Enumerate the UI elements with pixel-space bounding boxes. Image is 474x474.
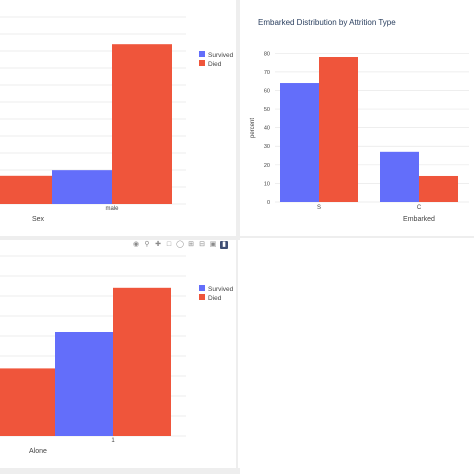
y-tick-label: 50 bbox=[264, 107, 270, 113]
lasso-icon[interactable]: ◯ bbox=[176, 241, 184, 248]
y-tick-label: 20 bbox=[264, 163, 270, 169]
legend-label-died: Died bbox=[208, 61, 222, 68]
bar-died-female[interactable] bbox=[0, 175, 59, 204]
legend-label-died: Died bbox=[208, 295, 222, 302]
plotly-logo-icon[interactable]: ▮ bbox=[220, 241, 228, 249]
panel-divider-vertical bbox=[236, 0, 240, 236]
zoom-icon[interactable]: ⚲ bbox=[144, 241, 150, 248]
legend-swatch-survived bbox=[199, 51, 205, 57]
y-tick-label: 40 bbox=[264, 126, 270, 132]
panel-divider-vertical-bottom bbox=[236, 240, 238, 474]
bar-died-male[interactable] bbox=[112, 44, 172, 205]
chart-legend[interactable]: Survived Died bbox=[199, 285, 234, 302]
y-tick-label: 0 bbox=[267, 200, 270, 206]
bar-died-c[interactable] bbox=[419, 175, 458, 202]
plot-area bbox=[275, 52, 469, 203]
y-axis-title: percent bbox=[250, 118, 256, 138]
legend-label-survived: Survived bbox=[208, 286, 234, 293]
autoscale-icon[interactable]: ▣ bbox=[209, 241, 217, 248]
bar-survived-c[interactable] bbox=[380, 151, 419, 202]
y-tick-label: 80 bbox=[264, 51, 270, 57]
pan-icon[interactable]: ✚ bbox=[155, 241, 161, 248]
x-tick-label-1: 1 bbox=[111, 438, 115, 444]
panel-divider-horizontal bbox=[0, 236, 240, 240]
y-tick-label: 70 bbox=[264, 70, 270, 76]
bar-survived-1[interactable] bbox=[55, 332, 113, 436]
camera-icon[interactable]: ◉ bbox=[132, 241, 140, 248]
x-axis-title: Sex bbox=[32, 216, 45, 223]
chart-title: Embarked Distribution by Attrition Type bbox=[258, 18, 396, 27]
bar-died-1[interactable] bbox=[113, 287, 171, 436]
y-tick-labels: 0 10 20 30 40 50 60 70 80 bbox=[264, 51, 270, 206]
x-axis-title: Embarked bbox=[403, 216, 435, 223]
y-tick-label: 10 bbox=[264, 181, 270, 187]
x-tick-label-c: C bbox=[417, 205, 422, 211]
x-tick-label-male: male bbox=[105, 206, 119, 212]
legend-swatch-died bbox=[199, 294, 205, 300]
plot-area bbox=[0, 16, 186, 205]
legend-swatch-died bbox=[199, 60, 205, 66]
plot-area bbox=[0, 255, 186, 437]
chart-legend[interactable]: Survived Died bbox=[199, 51, 234, 68]
bar-survived-s[interactable] bbox=[280, 83, 319, 202]
chart-modebar: ◉ ⚲ ✚ □ ◯ ⊞ ⊟ ▣ ▮ bbox=[132, 240, 228, 250]
embarked-distribution-chart: Embarked Distribution by Attrition Type … bbox=[240, 0, 474, 236]
alone-distribution-chart: Survived Died 1 Alone bbox=[0, 240, 236, 468]
legend-label-survived: Survived bbox=[208, 52, 234, 59]
bar-died-s[interactable] bbox=[319, 57, 358, 202]
bar-survived-male[interactable] bbox=[52, 170, 112, 204]
y-tick-label: 60 bbox=[264, 88, 270, 94]
zoom-in-icon[interactable]: ⊞ bbox=[188, 241, 194, 248]
x-tick-label-s: S bbox=[317, 205, 321, 211]
panel-divider-bottom bbox=[0, 468, 240, 474]
legend-swatch-survived bbox=[199, 285, 205, 291]
y-tick-label: 30 bbox=[264, 144, 270, 150]
sex-distribution-chart: Survived Died male Sex bbox=[0, 0, 236, 236]
x-axis-title: Alone bbox=[29, 448, 47, 455]
zoom-out-icon[interactable]: ⊟ bbox=[199, 241, 205, 248]
bar-died-0[interactable] bbox=[0, 368, 55, 436]
panel-divider-horizontal-right bbox=[240, 236, 474, 238]
box-select-icon[interactable]: □ bbox=[166, 241, 172, 248]
